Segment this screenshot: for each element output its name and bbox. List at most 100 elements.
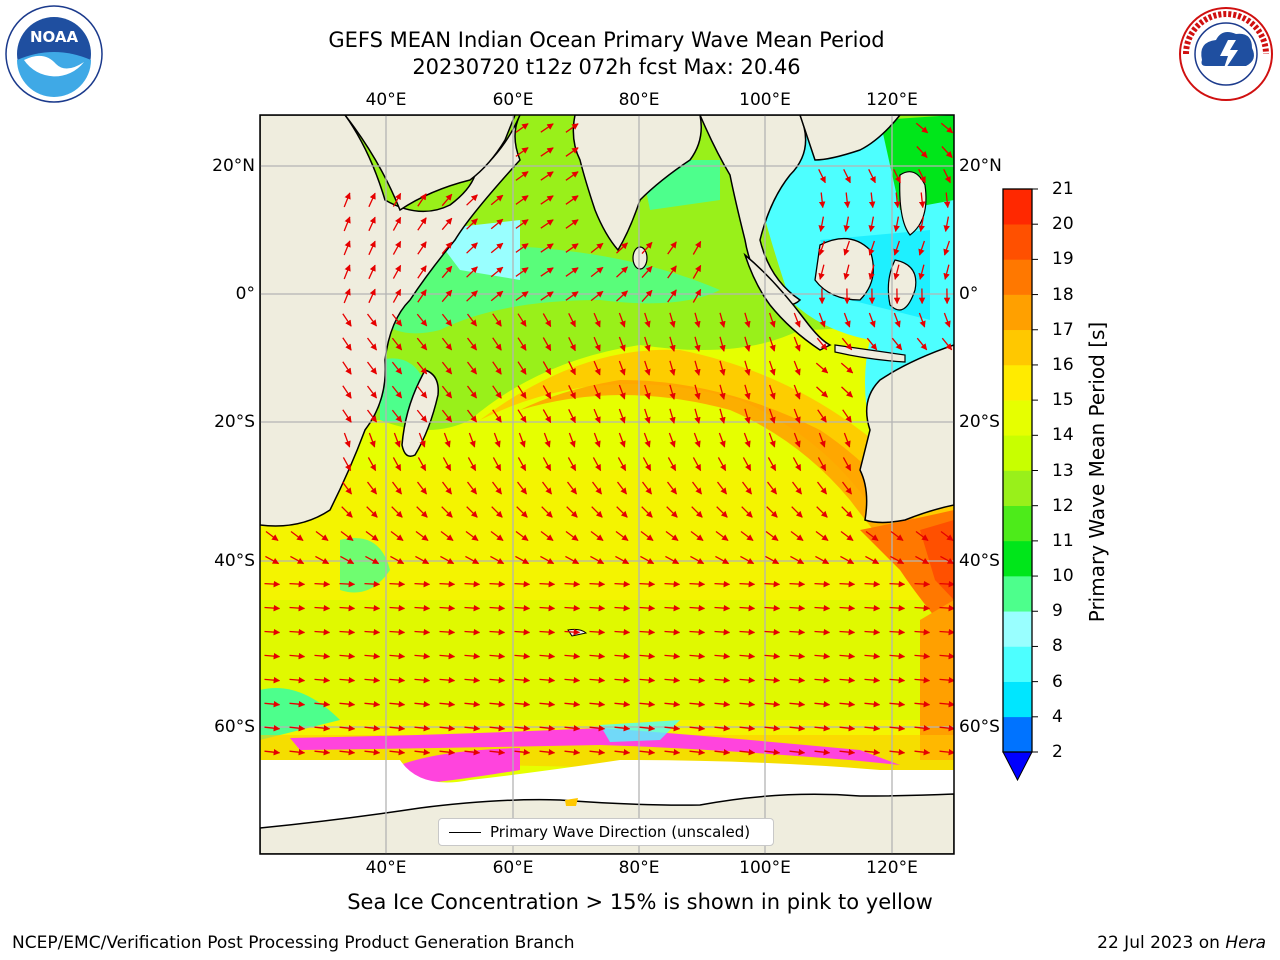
wave-direction-arrow [339, 676, 356, 684]
wave-direction-arrow [364, 628, 381, 636]
wave-direction-arrow [590, 555, 605, 565]
wave-direction-arrow [843, 192, 851, 209]
wave-direction-arrow [492, 409, 502, 423]
wave-direction-arrow [439, 628, 456, 636]
wave-direction-arrow [739, 652, 756, 660]
wave-direction-arrow [589, 580, 606, 588]
wave-direction-arrow [814, 604, 831, 612]
wave-direction-arrow [264, 604, 281, 612]
wave-direction-arrow [514, 652, 531, 660]
wave-direction-arrow [939, 628, 954, 636]
wave-direction-arrow [791, 506, 803, 518]
wave-direction-arrow [744, 384, 751, 400]
wave-direction-arrow [868, 240, 876, 256]
wave-direction-arrow [340, 530, 354, 542]
colorbar-tick-label: 20 [1052, 214, 1074, 235]
wave-direction-arrow [793, 312, 801, 328]
wave-direction-arrow [589, 676, 606, 684]
wave-direction-arrow [314, 580, 331, 588]
wave-direction-arrow [615, 530, 629, 542]
wave-direction-arrow [793, 432, 801, 448]
wave-direction-arrow [465, 555, 480, 565]
wave-direction-arrow [719, 312, 726, 328]
wave-direction-arrow [889, 748, 906, 756]
wave-direction-arrow [791, 481, 803, 495]
wave-direction-arrow [464, 652, 481, 660]
wave-direction-arrow [842, 409, 852, 423]
noaa-logo: NOAA [4, 4, 104, 104]
wave-direction-arrow [864, 724, 881, 732]
wave-direction-arrow [893, 192, 901, 209]
wave-direction-arrow [814, 580, 831, 588]
wave-direction-arrow [768, 360, 776, 376]
wave-direction-arrow [540, 195, 554, 205]
wave-direction-arrow [415, 530, 429, 542]
right-tick-20s: 20°S [959, 412, 1000, 432]
wave-direction-arrow [692, 264, 702, 279]
wave-direction-arrow [466, 481, 478, 495]
wave-direction-arrow [767, 457, 777, 472]
wave-direction-arrow [792, 457, 802, 472]
wave-direction-arrow [590, 290, 604, 302]
wave-direction-arrow [664, 580, 681, 588]
wave-direction-arrow [789, 580, 806, 588]
wave-direction-arrow [389, 628, 406, 636]
colorbar-tick-label: 14 [1052, 425, 1074, 446]
wave-direction-arrow [542, 457, 552, 472]
wave-direction-arrow [865, 530, 879, 542]
wave-direction-arrow [566, 506, 578, 518]
wave-direction-arrow [568, 337, 576, 352]
wave-direction-arrow [314, 676, 331, 684]
chart-title: GEFS MEAN Indian Ocean Primary Wave Mean… [328, 28, 885, 52]
wave-direction-arrow [716, 481, 728, 495]
wave-direction-arrow [343, 264, 351, 280]
wave-direction-arrow [368, 216, 376, 232]
wave-direction-arrow [616, 481, 628, 495]
wave-direction-arrow [644, 360, 651, 376]
wave-direction-arrow [618, 408, 626, 424]
wave-direction-arrow [289, 604, 306, 612]
wave-direction-arrow [793, 336, 801, 352]
wave-direction-arrow [693, 432, 701, 448]
wave-direction-arrow [739, 580, 756, 588]
colorbar-tick-label: 11 [1052, 530, 1074, 551]
wave-direction-arrow [664, 676, 681, 684]
colorbar-tick-label: 10 [1052, 566, 1074, 587]
wave-direction-arrow [691, 506, 703, 518]
wave-direction-arrow [390, 555, 405, 565]
wave-direction-arrow [490, 242, 504, 254]
wave-direction-arrow [618, 312, 626, 328]
wave-direction-arrow [417, 265, 427, 279]
wave-direction-arrow [768, 432, 776, 448]
wave-direction-arrow [739, 724, 756, 732]
wave-direction-arrow [639, 628, 656, 636]
wave-direction-arrow [842, 457, 852, 472]
wave-direction-arrow [565, 555, 580, 565]
wave-direction-arrow [864, 652, 881, 660]
wave-direction-arrow [440, 530, 454, 542]
wave-direction-arrow [943, 192, 951, 209]
wave-direction-arrow [466, 385, 478, 399]
wave-direction-arrow [490, 266, 504, 278]
wave-direction-arrow [568, 409, 576, 424]
wave-direction-arrow [764, 580, 781, 588]
colorbar-tick-label: 15 [1052, 390, 1074, 411]
wave-direction-arrow [441, 506, 453, 518]
wave-direction-arrow [817, 457, 827, 472]
bottom-tick-120e: 120°E [866, 858, 918, 878]
wave-direction-arrow [864, 604, 881, 612]
wave-direction-arrow [666, 506, 678, 518]
wave-direction-arrow [314, 724, 331, 732]
wave-direction-arrow [614, 676, 631, 684]
wave-direction-arrow [939, 580, 954, 588]
nws-logo [1176, 4, 1276, 104]
wave-direction-arrow [790, 555, 805, 565]
wave-direction-arrow [343, 216, 351, 232]
wave-direction-arrow [364, 676, 381, 684]
wave-direction-arrow [739, 604, 756, 612]
wave-direction-arrow [690, 530, 704, 542]
wave-direction-arrow [843, 432, 851, 448]
wave-direction-arrow [742, 457, 752, 472]
wave-direction-arrow [739, 628, 756, 636]
wave-direction-arrow [841, 386, 853, 398]
